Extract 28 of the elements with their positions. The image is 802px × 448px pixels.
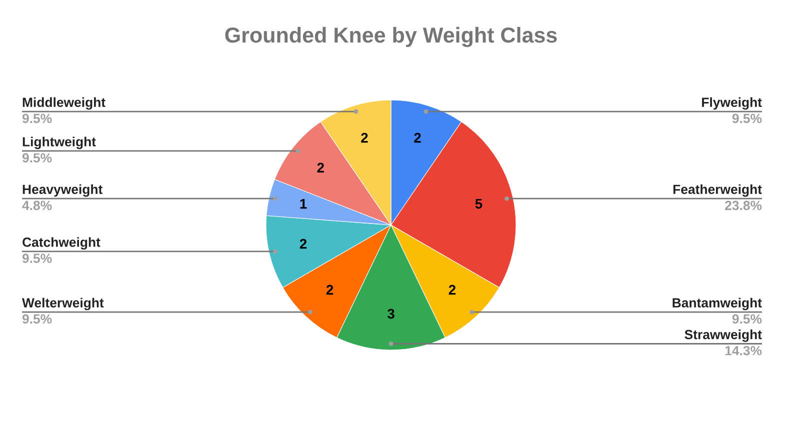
slice-label: Heavyweight [22, 184, 102, 197]
text: 9.5% [22, 153, 52, 163]
text: 9.5% [22, 314, 52, 324]
data-label: 1 [300, 199, 307, 209]
text: 14.3% [725, 346, 762, 356]
text: 9.5% [22, 254, 52, 263]
data-label: 3 [387, 308, 394, 319]
slice-label: Strawweight [684, 330, 762, 342]
text: 23.8% [725, 200, 762, 210]
slice-label: Bantamweight [672, 298, 762, 310]
data-label: 2 [448, 284, 456, 295]
text: 9.5% [732, 314, 762, 324]
chart-title: Grounded Knee by Weight Class [225, 26, 557, 48]
text: 9.5% [732, 114, 762, 124]
data-label: 5 [475, 199, 482, 209]
data-label: 2 [414, 132, 421, 143]
data-label: 2 [326, 284, 334, 295]
data-label: 2 [317, 162, 324, 172]
slice-label: Lightweight [22, 136, 96, 150]
slice-label: Middleweight [22, 97, 106, 110]
text: 9.5% [22, 114, 52, 124]
slice-label: Catchweight [22, 237, 100, 250]
data-label: 2 [361, 132, 368, 143]
data-label: 2 [300, 238, 307, 249]
slice-label: Flyweight [702, 97, 762, 110]
slice-label: Welterweight [22, 298, 104, 310]
text: 4.8% [22, 200, 52, 210]
slice-label: Featherweight [673, 184, 762, 197]
